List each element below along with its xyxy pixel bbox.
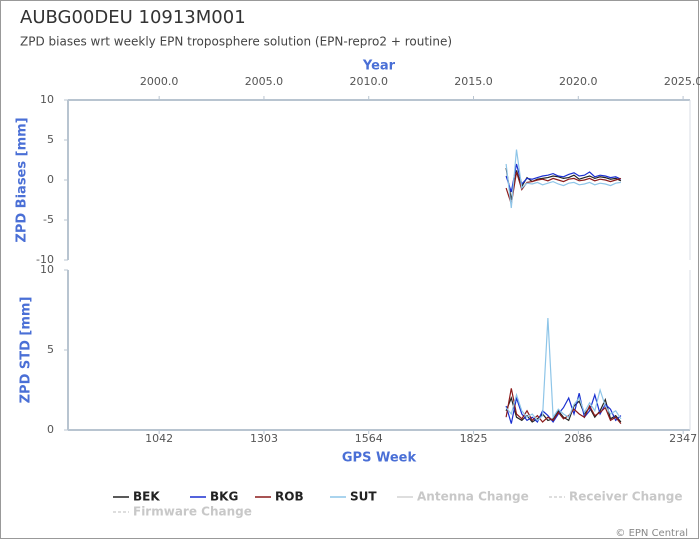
x-tick-label: 2086 [564,432,592,445]
x-axis-label: GPS Week [342,451,417,466]
x-tick-label: 1825 [460,432,488,445]
x-tick-label: 1564 [355,432,383,445]
x2-tick-label: 2015.0 [454,75,493,88]
y-axis-label: ZPD Biases [mm] [15,117,30,242]
y-tick-label: 5 [47,133,54,146]
y-tick-label: -5 [43,213,54,226]
legend-label: SUT [350,490,377,504]
y-tick-label: 0 [47,173,54,186]
data-line [505,388,622,424]
legend-label: ROB [275,490,304,504]
data-line [505,396,622,423]
x2-tick-label: 2020.0 [559,75,598,88]
legend-label: BKG [210,490,238,504]
x2-tick-label: 2025.0 [664,75,700,88]
y-tick-label: 5 [47,343,54,356]
x2-tick-label: 2000.0 [140,75,179,88]
y-tick-label: -10 [36,253,54,266]
y-tick-label: 0 [47,423,54,436]
legend-label: BEK [133,490,160,504]
x-tick-label: 2347 [669,432,697,445]
data-line [505,149,621,209]
x-tick-label: 1303 [250,432,278,445]
x2-tick-label: 2005.0 [245,75,284,88]
x2-tick-label: 2010.0 [349,75,388,88]
legend-label: Receiver Change [569,490,683,504]
x2-axis-label: Year [362,59,396,74]
y-tick-label: 10 [40,263,54,276]
data-line [505,317,622,422]
y-axis-label: ZPD STD [mm] [19,297,34,404]
legend-label: Antenna Change [417,490,529,504]
legend-label: Firmware Change [133,505,252,519]
credit: © EPN Central [615,528,688,539]
chart-subtitle: ZPD biases wrt weekly EPN troposphere so… [20,35,452,49]
x-tick-label: 1042 [145,432,173,445]
y-tick-label: 10 [40,93,54,106]
chart-title: AUBG00DEU 10913M001 [20,7,246,28]
data-line [505,163,622,193]
